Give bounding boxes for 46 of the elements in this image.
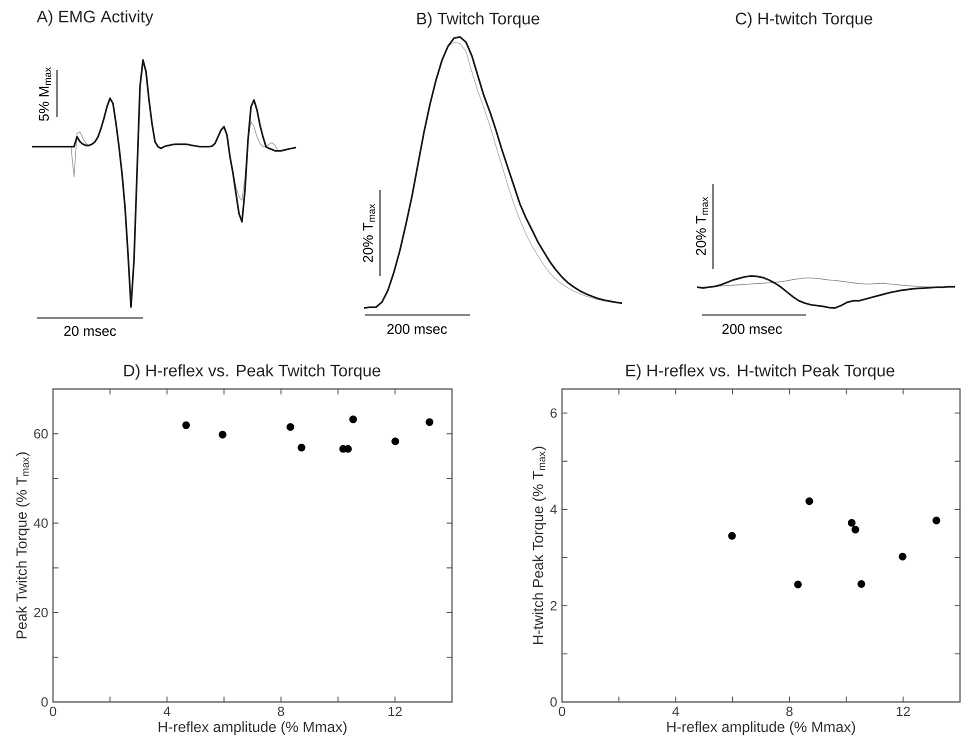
text: 200 msec (722, 324, 782, 334)
x-axis-title: H-reflex amplitude (% Mmax) (667, 721, 856, 735)
text: 200 msec (387, 324, 447, 334)
annotation: 5% M$_{max}$ (39, 67, 52, 121)
point (794, 580, 802, 588)
x-tick-label: 12 (388, 706, 402, 716)
y-tick-label: 4 (550, 504, 557, 514)
y-tick-label: 2 (550, 601, 557, 610)
point (852, 526, 860, 534)
x-tick-label: 4 (672, 706, 680, 716)
chart-title: A) EMG Activity (36, 10, 154, 26)
point (932, 516, 940, 524)
x-axis-title: H-reflex amplitude (% Mmax) (158, 721, 346, 735)
y-tick-label: 40 (34, 518, 48, 528)
y-tick-label: 0 (550, 697, 557, 707)
point (349, 416, 357, 424)
y-tick-label: 0 (41, 697, 48, 707)
y-tick-label: 20 (34, 608, 48, 618)
point (218, 430, 226, 438)
x-tick-label: 8 (786, 706, 793, 716)
chart-title: D) H-reflex vs. Peak Twitch Torque (124, 364, 380, 380)
y-axis-title: Peak Twitch Torque (% T$_{max}$) (16, 452, 30, 638)
point (391, 437, 400, 446)
x-tick-label: 0 (558, 706, 566, 716)
x-tick-label: 12 (896, 706, 910, 716)
y-tick-label: 60 (34, 429, 48, 438)
x-tick-label: 8 (278, 706, 284, 716)
chart-title: C) H-twitch Torque (736, 12, 872, 28)
x-tick-label: 0 (50, 706, 56, 716)
point (857, 580, 866, 588)
y-axis-title: H-twitch Peak Torque (% T$_{max}$) (532, 446, 546, 644)
point (182, 421, 190, 430)
point (728, 532, 736, 540)
point (805, 497, 814, 506)
annotation: 20% T$_{max}$ (362, 204, 376, 262)
x-tick-label: 4 (164, 706, 170, 716)
point (298, 444, 306, 452)
chart-title: B) Twitch Torque (417, 12, 540, 28)
text: 20% T$_{max}$ (696, 196, 708, 256)
text: 20 msec (64, 326, 116, 336)
point (426, 418, 434, 426)
point (898, 552, 906, 560)
point (286, 423, 294, 431)
chart-title: E) H-reflex vs. H-twitch Peak Torque (626, 364, 894, 380)
y-tick-label: 6 (550, 408, 557, 418)
point (848, 519, 856, 527)
